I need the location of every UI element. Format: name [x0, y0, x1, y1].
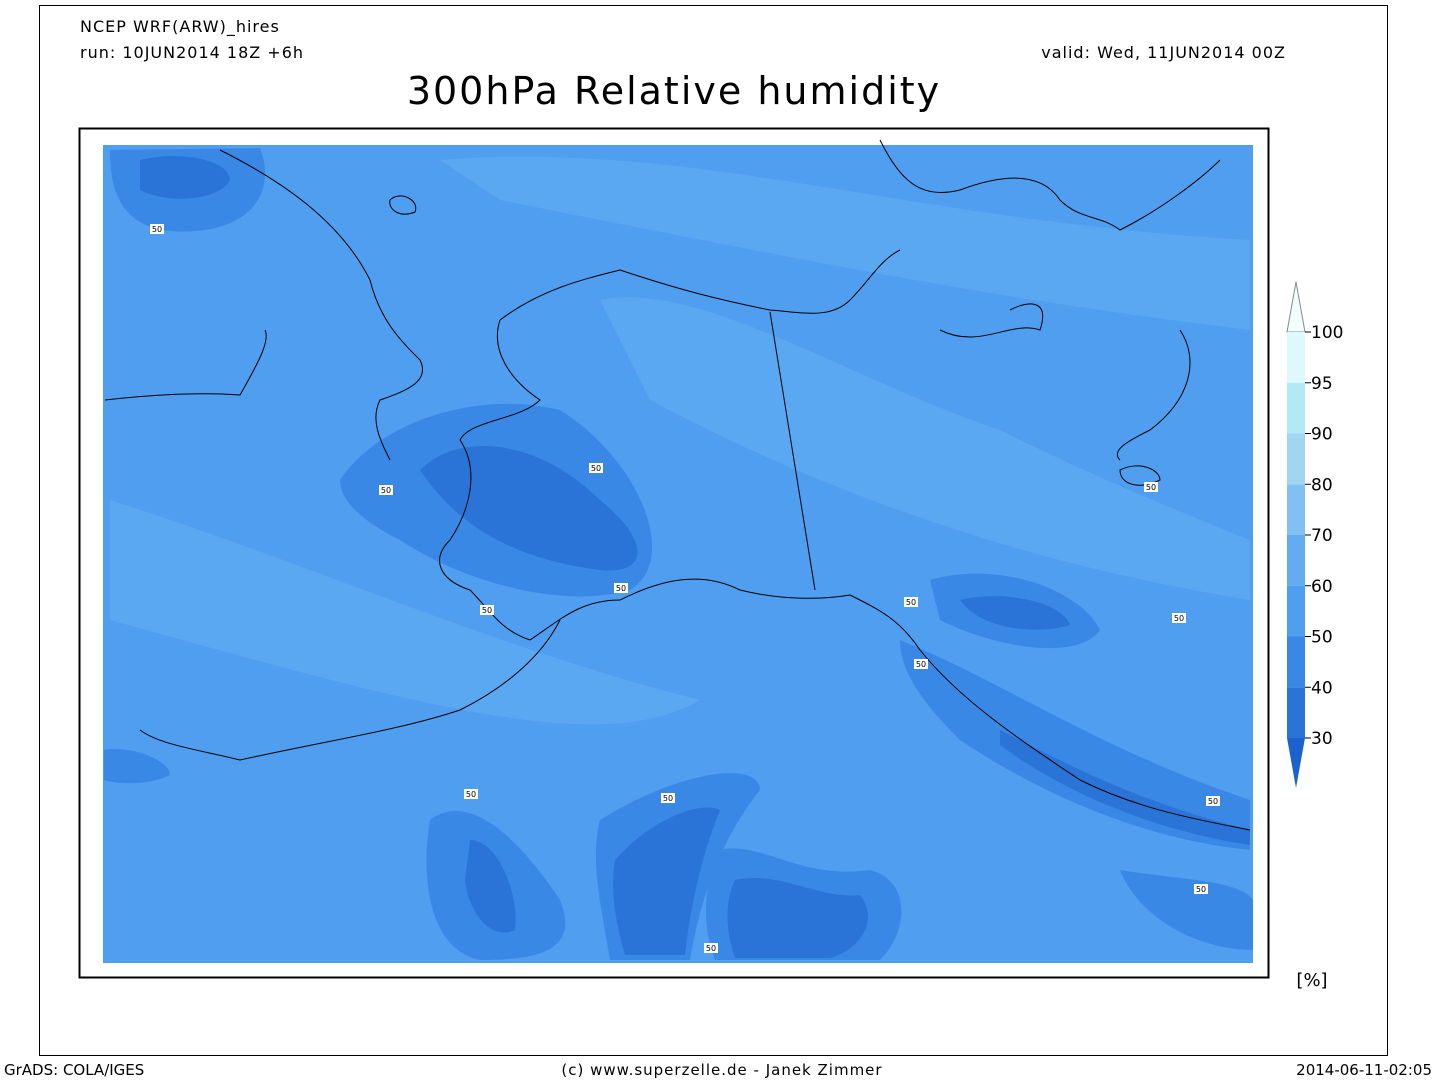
contour-label-box — [1194, 884, 1208, 894]
contour-label: 50 — [906, 598, 916, 607]
contour-label-box — [904, 597, 918, 607]
contour-label: 50 — [466, 790, 476, 799]
contour-label-box — [1172, 613, 1186, 623]
outer-frame — [39, 5, 1388, 1056]
colorbar-label: 30 — [1311, 729, 1333, 749]
colorbar-bin — [1287, 382, 1305, 434]
contour-label-box — [704, 943, 718, 953]
colorbar: 100 95 90 80 70 60 50 40 30 — [1286, 281, 1343, 788]
coastlines — [104, 139, 1251, 831]
colorbar-top — [1286, 281, 1306, 333]
contour-label: 50 — [591, 464, 601, 473]
contour-label-box — [914, 659, 928, 669]
footer-center: (c) www.superzelle.de - Janek Zimmer — [561, 1061, 882, 1079]
contour-label: 50 — [381, 486, 391, 495]
contour-label-box — [150, 224, 164, 234]
colorbar-label: 80 — [1311, 475, 1333, 495]
contour-label: 50 — [663, 794, 673, 803]
colorbar-label: 60 — [1311, 577, 1333, 597]
colorbar-bin — [1287, 636, 1305, 688]
very-dry-areas — [140, 156, 1250, 958]
contour-label-box — [614, 583, 628, 593]
contour-label-box — [1144, 482, 1158, 492]
colorbar-label: 40 — [1311, 678, 1333, 698]
colorbar-label: 50 — [1311, 628, 1333, 648]
colorbar-bottom — [1287, 738, 1305, 788]
colorbar-label: 100 — [1311, 323, 1343, 343]
footer-left: GrADS: COLA/IGES — [4, 1061, 144, 1079]
map: 50 50 50 50 50 50 50 50 50 50 50 50 50 50 — [103, 139, 1253, 963]
run: run: 10JUN2014 18Z +6h — [80, 43, 304, 62]
contour-label: 50 — [482, 606, 492, 615]
colorbar-bin — [1287, 585, 1305, 637]
contour-label: 50 — [706, 944, 716, 953]
contour-label: 50 — [1196, 885, 1206, 894]
contour-label: 50 — [916, 660, 926, 669]
map-frame — [78, 127, 1270, 979]
moist-areas — [110, 156, 1250, 725]
contour-label-box — [480, 605, 494, 615]
contour-label: 50 — [1208, 797, 1218, 806]
contour-label-box — [1206, 796, 1220, 806]
valid: valid: Wed, 11JUN2014 00Z — [1041, 43, 1286, 62]
contour-label-box — [589, 463, 603, 473]
colorbar-bin — [1287, 535, 1305, 586]
title: 300hPa Relative humidity — [407, 69, 941, 113]
contour-labels: 50 50 50 50 50 50 50 50 50 50 50 50 50 50 — [150, 224, 1220, 953]
colorbar-bin — [1287, 687, 1305, 738]
footer-right: 2014-06-11-02:05 — [1296, 1061, 1432, 1079]
contour-label: 50 — [1174, 614, 1184, 623]
colorbar-bin — [1287, 433, 1305, 485]
colorbar-label: 95 — [1311, 374, 1333, 394]
colorbar-bin — [1287, 484, 1305, 535]
contour-label-box — [464, 789, 478, 799]
contour-label: 50 — [1146, 483, 1156, 492]
contour-label: 50 — [616, 584, 626, 593]
contour-label-box — [379, 485, 393, 495]
colorbar-bin — [1287, 332, 1305, 383]
model: NCEP WRF(ARW)_hires — [80, 17, 280, 37]
contour-label-box — [661, 793, 675, 803]
unit: [%] — [1296, 970, 1327, 991]
contour-label: 50 — [152, 225, 162, 234]
colorbar-label: 70 — [1311, 526, 1333, 546]
colorbar-label: 90 — [1311, 425, 1333, 445]
